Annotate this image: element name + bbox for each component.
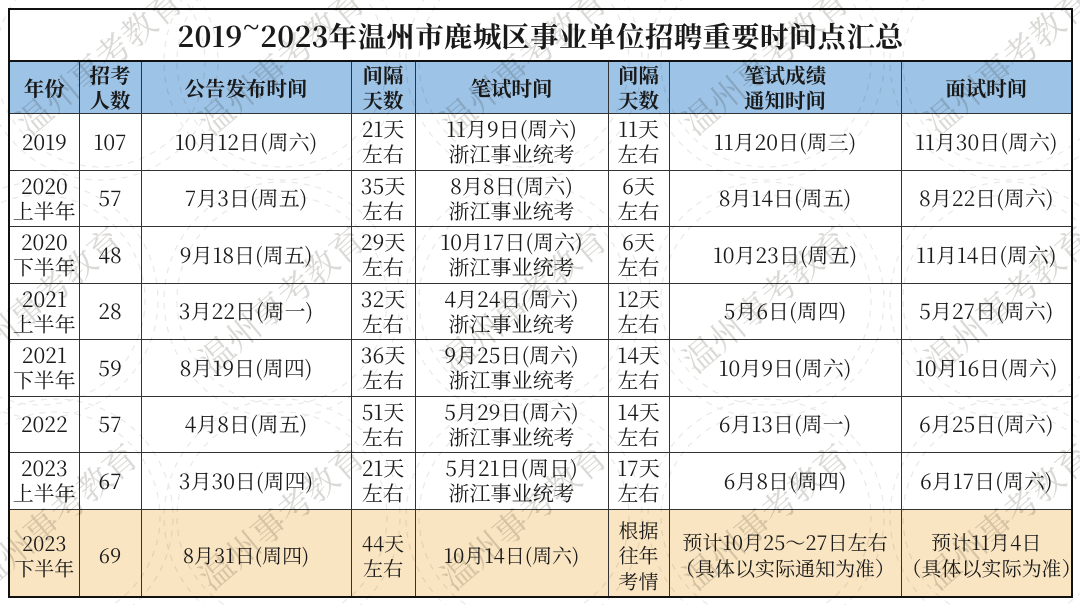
svg-text:温州事考教育: 温州事考教育 <box>913 0 1080 144</box>
svg-text:温州事考教育: 温州事考教育 <box>429 0 617 144</box>
svg-text:温州事考教育: 温州事考教育 <box>913 214 1080 383</box>
svg-text:温州事考教育: 温州事考教育 <box>187 214 375 383</box>
svg-text:温州事考教育: 温州事考教育 <box>671 214 859 383</box>
svg-text:温州事考教育: 温州事考教育 <box>671 0 859 144</box>
svg-text:温州事考教育: 温州事考教育 <box>913 431 1080 600</box>
svg-text:温州事考教育: 温州事考教育 <box>5 0 193 144</box>
svg-text:温州事考教育: 温州事考教育 <box>0 214 132 383</box>
svg-text:温州事考教育: 温州事考教育 <box>187 431 375 600</box>
svg-text:温州事考教育: 温州事考教育 <box>429 214 617 383</box>
svg-text:温州事考教育: 温州事考教育 <box>0 431 147 600</box>
svg-text:温州事考教育: 温州事考教育 <box>187 0 375 144</box>
svg-text:温州事考教育: 温州事考教育 <box>429 431 617 600</box>
svg-text:温州事考教育: 温州事考教育 <box>671 431 859 600</box>
